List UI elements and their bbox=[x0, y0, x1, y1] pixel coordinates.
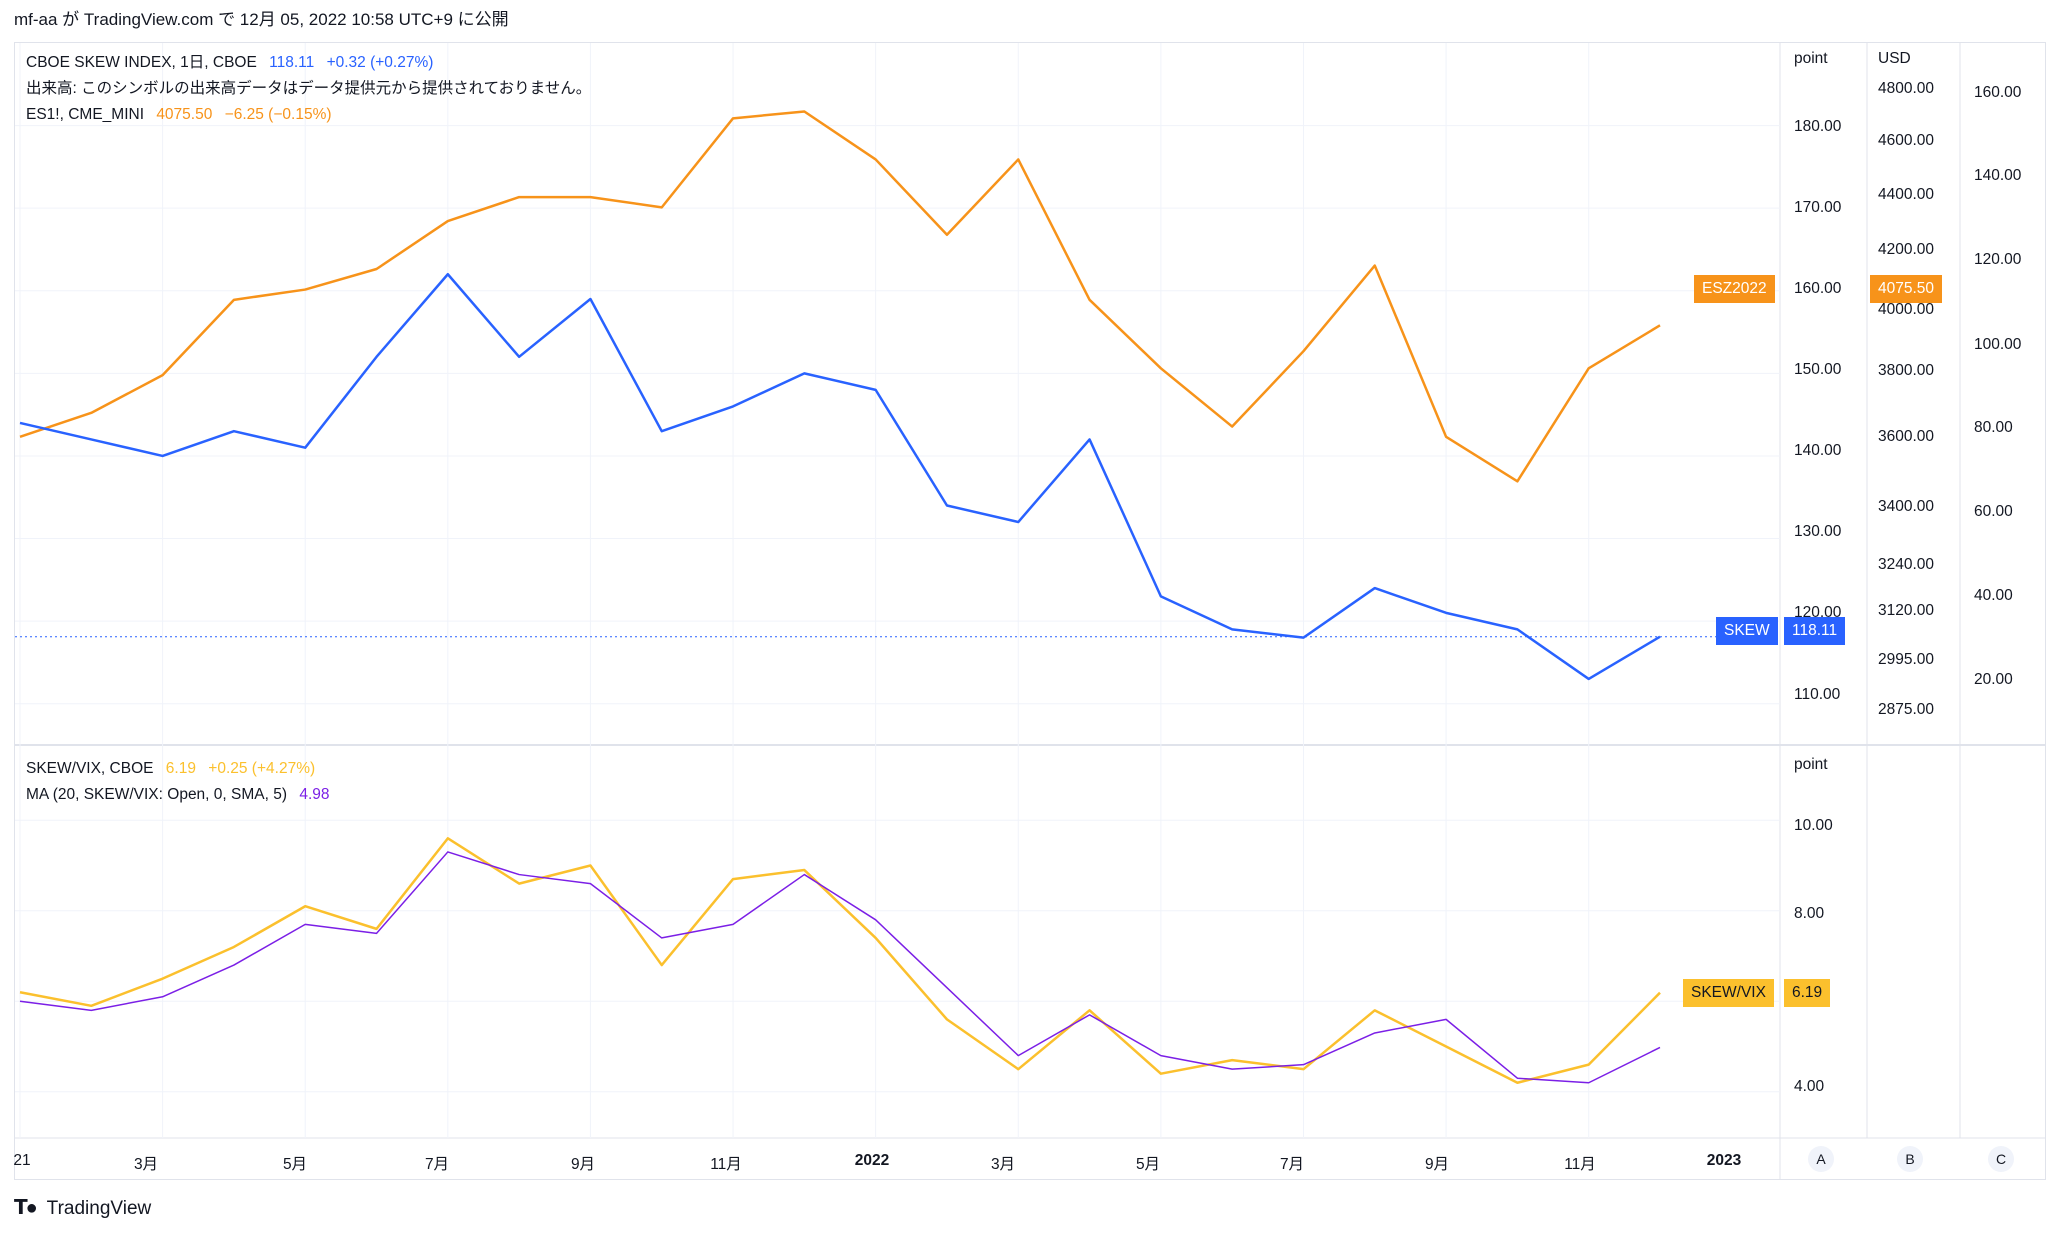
tick-c: 60.00 bbox=[1974, 503, 2013, 520]
tick-c: 160.00 bbox=[1974, 84, 2022, 101]
tick-point: 150.00 bbox=[1794, 361, 1842, 378]
axis-point-title: point bbox=[1794, 50, 1828, 67]
legend-volume-note: 出来高: このシンボルの出来高データはデータ提供元から提供されておりません。 bbox=[26, 80, 592, 97]
x-label: 9月 bbox=[570, 1156, 596, 1173]
x-label: 2022 bbox=[854, 1152, 890, 1169]
legend-ma-name: MA (20, SKEW/VIX: Open, 0, SMA, 5) bbox=[26, 786, 288, 803]
tick-c: 20.00 bbox=[1974, 671, 2013, 688]
legend-ratio[interactable]: SKEW/VIX, CBOE 6.19 +0.25 (+4.27%) bbox=[26, 756, 315, 782]
tick-usd: 4400.00 bbox=[1878, 186, 1935, 203]
tick-point: 110.00 bbox=[1794, 686, 1841, 703]
tick-usd: 4800.00 bbox=[1878, 80, 1935, 97]
x-label: 3月 bbox=[133, 1156, 159, 1173]
ratio-series-line bbox=[19, 837, 1661, 1084]
es-name-badge: ESZ2022 bbox=[1694, 275, 1775, 303]
legend-ratio-value: 6.19 bbox=[165, 760, 196, 777]
tick-point: 160.00 bbox=[1794, 280, 1842, 297]
legend-ratio-change: +0.25 (+4.27%) bbox=[208, 760, 316, 777]
tick-point: 180.00 bbox=[1794, 118, 1842, 135]
legend-es-change: −6.25 (−0.15%) bbox=[224, 106, 332, 123]
chart-frame bbox=[14, 42, 2046, 1180]
x-label: 9月 bbox=[1424, 1156, 1450, 1173]
legend-es-value: 4075.50 bbox=[156, 106, 213, 123]
legend-skew[interactable]: CBOE SKEW INDEX, 1日, CBOE 118.11 +0.32 (… bbox=[26, 50, 433, 76]
x-label: 7月 bbox=[1279, 1156, 1305, 1173]
tick-usd: 4000.00 bbox=[1878, 301, 1935, 318]
x-label: 5月 bbox=[1135, 1156, 1161, 1173]
legend-ratio-name: SKEW/VIX, CBOE bbox=[26, 760, 154, 777]
skew-series-line bbox=[19, 272, 1661, 681]
x-label: 11月 bbox=[1564, 1156, 1596, 1173]
x-label: 21 bbox=[13, 1152, 31, 1169]
axis-point-title-bottom: point bbox=[1794, 756, 1828, 773]
x-label: 11月 bbox=[710, 1156, 742, 1173]
x-label: 3月 bbox=[990, 1156, 1016, 1173]
legend-es-name: ES1!, CME_MINI bbox=[26, 106, 144, 123]
footer-brand: TradingView bbox=[46, 1198, 152, 1219]
scale-button-c[interactable]: C bbox=[1988, 1146, 2014, 1172]
tick-c: 40.00 bbox=[1974, 587, 2013, 604]
tick-usd: 2995.00 bbox=[1878, 651, 1935, 668]
footer: 𝗧● TradingView bbox=[14, 1194, 151, 1222]
tick-usd: 2875.00 bbox=[1878, 701, 1935, 718]
es-series-line bbox=[19, 110, 1661, 483]
scale-button-a[interactable]: A bbox=[1808, 1146, 1834, 1172]
tick-usd: 3240.00 bbox=[1878, 556, 1935, 573]
scale-button-b[interactable]: B bbox=[1897, 1146, 1923, 1172]
skew-name-badge: SKEW bbox=[1716, 617, 1778, 645]
tick-c: 140.00 bbox=[1974, 167, 2022, 184]
tick-usd: 4600.00 bbox=[1878, 132, 1935, 149]
tick-c: 80.00 bbox=[1974, 419, 2013, 436]
tick-usd: 4200.00 bbox=[1878, 241, 1935, 258]
tick-point-bottom: 8.00 bbox=[1794, 905, 1825, 922]
tick-point: 170.00 bbox=[1794, 199, 1842, 216]
es-price-badge: 4075.50 bbox=[1870, 275, 1943, 303]
tick-point: 140.00 bbox=[1794, 442, 1842, 459]
legend-es[interactable]: ES1!, CME_MINI 4075.50 −6.25 (−0.15%) bbox=[26, 102, 332, 128]
x-label: 5月 bbox=[282, 1156, 308, 1173]
legend-skew-name: CBOE SKEW INDEX, 1日, CBOE bbox=[26, 54, 257, 71]
tick-usd: 3120.00 bbox=[1878, 602, 1935, 619]
legend-skew-change: +0.32 (+0.27%) bbox=[326, 54, 434, 71]
tradingview-logo-icon: 𝗧● bbox=[14, 1197, 38, 1219]
tick-c: 100.00 bbox=[1974, 336, 2022, 353]
tick-point: 120.00 bbox=[1794, 604, 1842, 621]
tick-point-bottom: 4.00 bbox=[1794, 1078, 1825, 1095]
legend-ma[interactable]: MA (20, SKEW/VIX: Open, 0, SMA, 5) 4.98 bbox=[26, 782, 330, 808]
tick-usd: 3400.00 bbox=[1878, 498, 1935, 515]
legend-ma-value: 4.98 bbox=[299, 786, 330, 803]
tick-point: 130.00 bbox=[1794, 523, 1842, 540]
ratio-price-badge: 6.19 bbox=[1784, 979, 1831, 1007]
ma-series-line bbox=[19, 851, 1661, 1084]
publish-header: mf-aa が TradingView.com で 12月 05, 2022 1… bbox=[14, 10, 509, 29]
tick-point-bottom: 10.00 bbox=[1794, 817, 1833, 834]
skew-price-badge: 118.11 bbox=[1784, 617, 1846, 645]
legend-volume[interactable]: 出来高: このシンボルの出来高データはデータ提供元から提供されておりません。 bbox=[26, 76, 591, 102]
legend-skew-value: 118.11 bbox=[269, 54, 315, 71]
x-label: 7月 bbox=[424, 1156, 450, 1173]
x-label: 2023 bbox=[1706, 1152, 1742, 1169]
tick-usd: 3800.00 bbox=[1878, 362, 1935, 379]
axis-usd-title: USD bbox=[1878, 50, 1911, 67]
ratio-name-badge: SKEW/VIX bbox=[1683, 979, 1774, 1007]
tick-usd: 3600.00 bbox=[1878, 428, 1935, 445]
tick-c: 120.00 bbox=[1974, 251, 2022, 268]
